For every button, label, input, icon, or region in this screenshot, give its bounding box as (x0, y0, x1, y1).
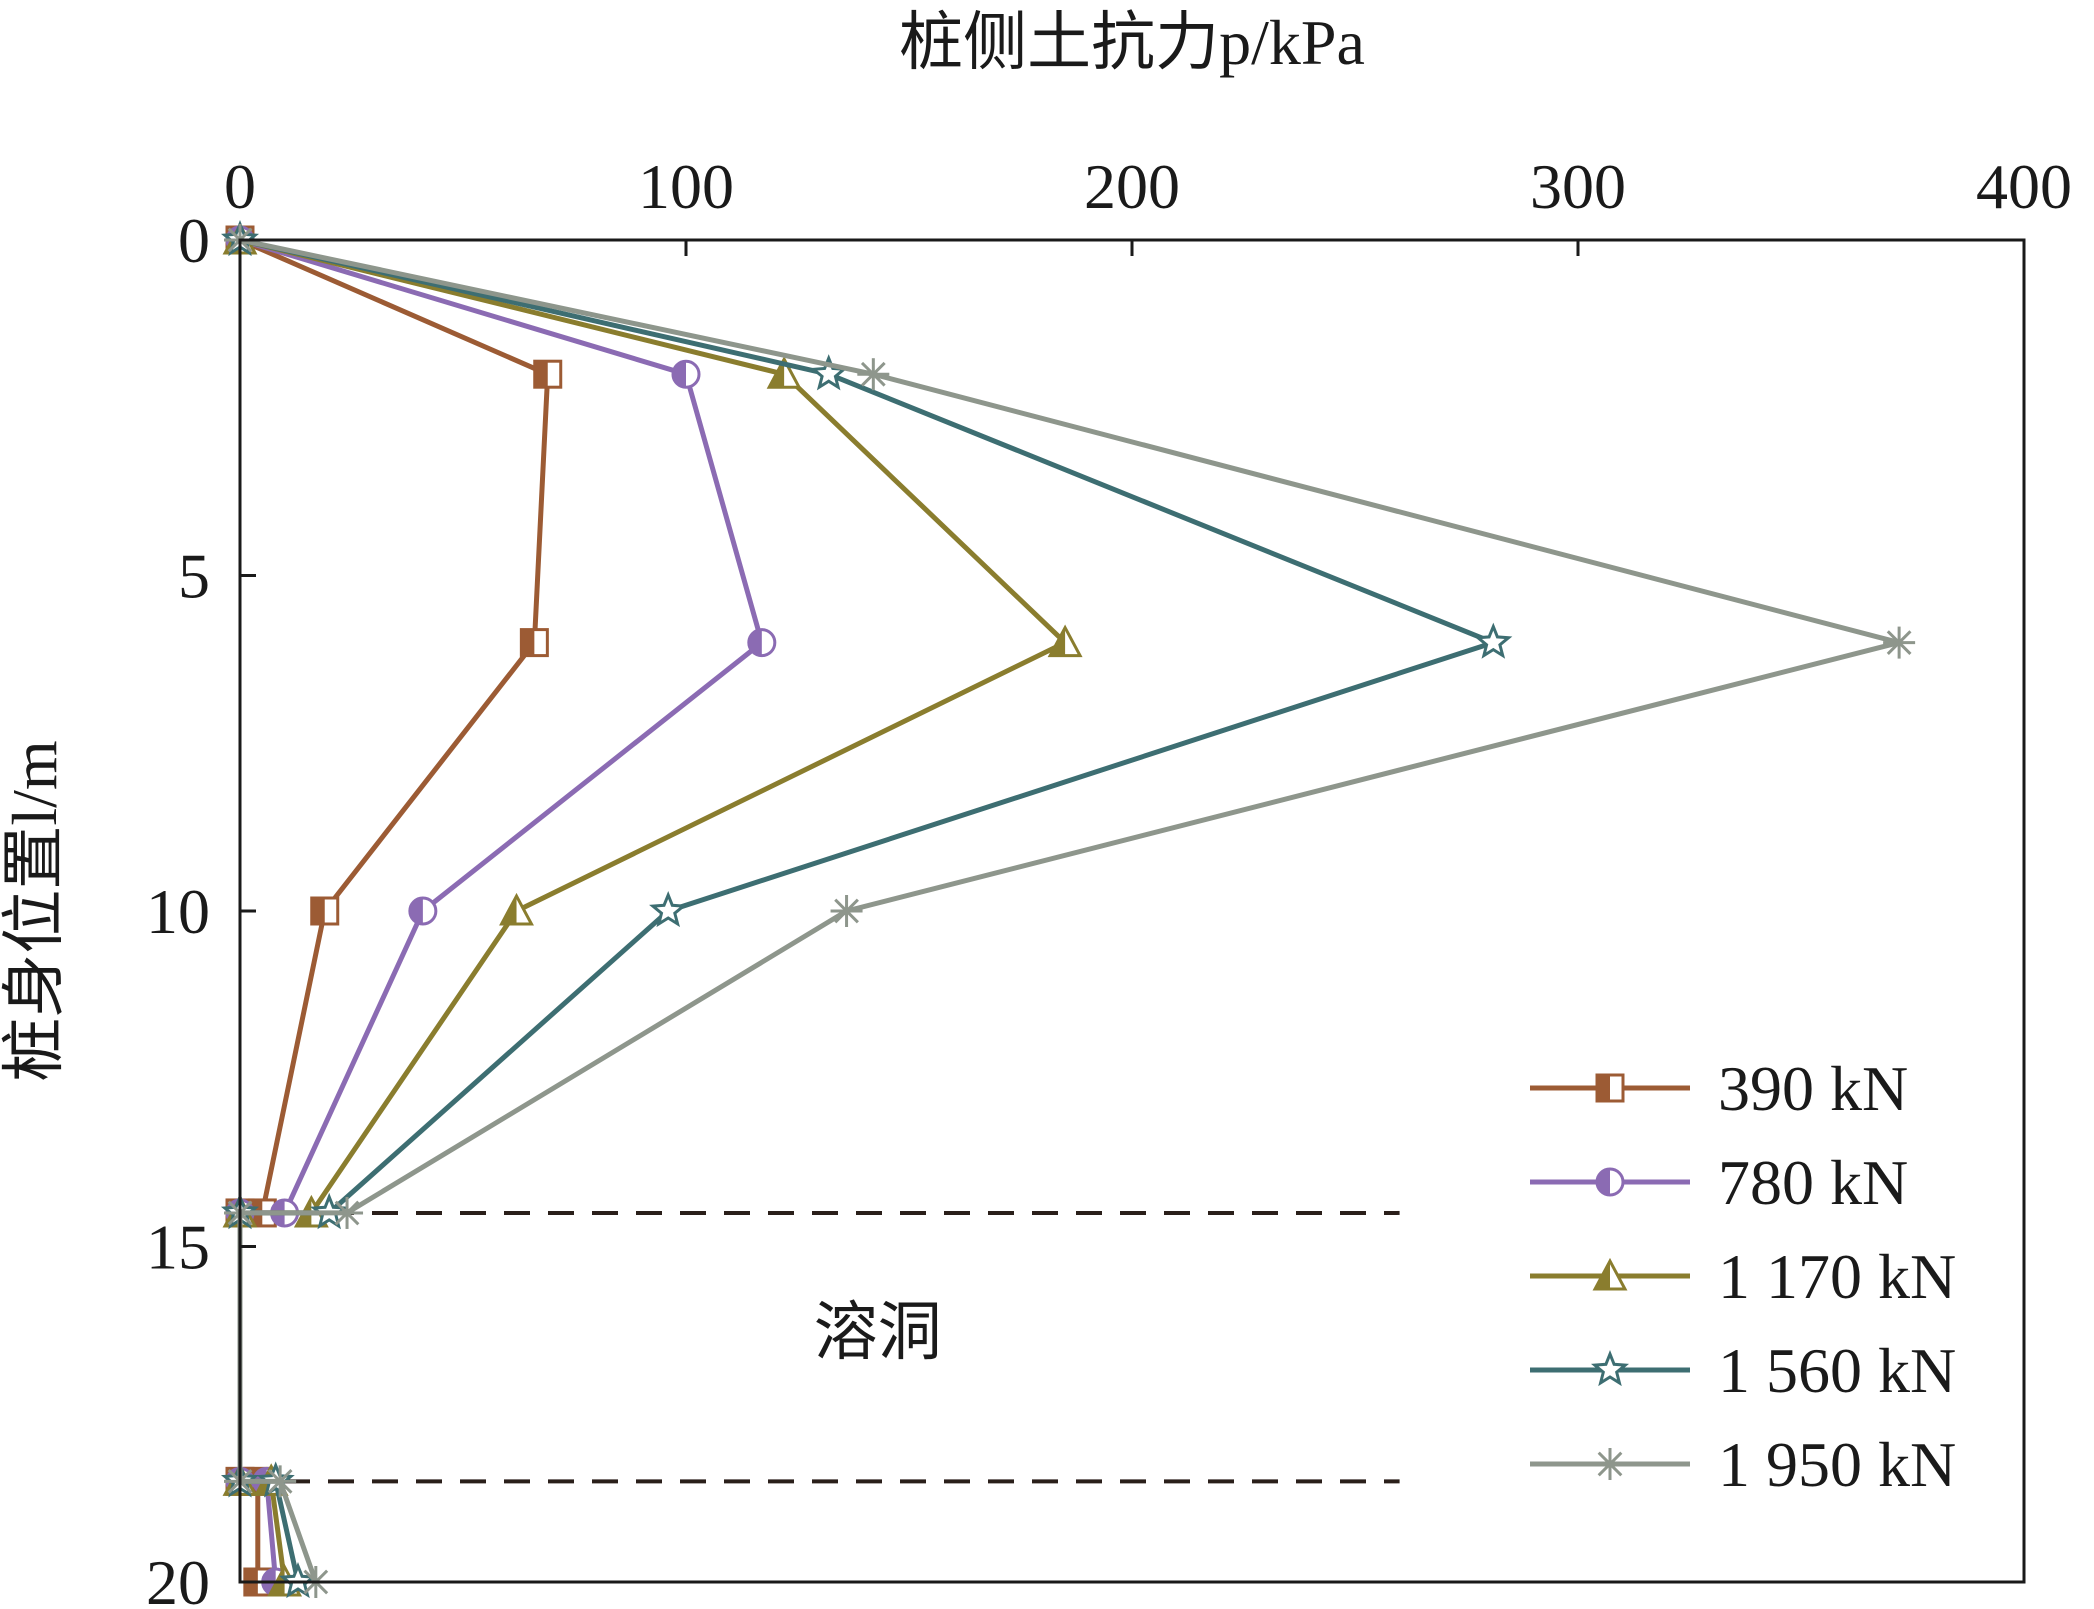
data-point (1883, 626, 1916, 659)
data-point (499, 892, 534, 926)
x-tick-label: 300 (1530, 151, 1626, 222)
data-point (310, 896, 340, 926)
data-point (1474, 622, 1513, 659)
data-point (671, 359, 701, 389)
data-point (264, 1465, 297, 1498)
x-tick-label: 200 (1084, 151, 1180, 222)
data-point (1047, 624, 1083, 658)
legend-item: 1 170 kN (1530, 1241, 1956, 1312)
data-point (1594, 1448, 1626, 1480)
data-point (1592, 1257, 1628, 1291)
data-point (533, 359, 563, 389)
data-point (747, 628, 777, 658)
series-line (224, 224, 1916, 1598)
legend-item: 780 kN (1530, 1147, 1908, 1218)
data-point (519, 628, 549, 658)
data-point (1595, 1073, 1625, 1103)
y-tick-label: 15 (146, 1212, 210, 1283)
legend-label: 780 kN (1718, 1147, 1908, 1218)
data-point (830, 895, 863, 927)
y-tick-label: 10 (146, 876, 210, 947)
cave-annotation: 溶洞 (814, 1297, 942, 1368)
x-tick-label: 400 (1976, 151, 2072, 222)
axes-layer: 0 100 200 300 400 0 5 10 15 20 (146, 151, 2072, 1609)
y-tick-label: 20 (146, 1547, 210, 1609)
legend-item: 1 560 kN (1530, 1335, 1956, 1406)
data-point (331, 1196, 364, 1229)
series-path (237, 237, 1068, 1583)
y-tick-label: 5 (178, 541, 210, 612)
data-point (1590, 1349, 1630, 1387)
x-tick-label: 100 (638, 151, 734, 222)
legend-item: 390 kN (1530, 1053, 1908, 1124)
series-path (237, 237, 1902, 1583)
series-line (222, 221, 1083, 1597)
data-point (766, 356, 802, 389)
data-point (857, 358, 890, 391)
legend-label: 390 kN (1718, 1053, 1908, 1124)
legend-label: 1 170 kN (1718, 1241, 1956, 1312)
data-point (408, 896, 438, 926)
reference-lines (240, 1210, 1400, 1484)
data-point (649, 890, 688, 928)
x-tick-label: 0 (224, 151, 256, 222)
legend-item: 1 950 kN (1530, 1429, 1956, 1500)
x-axis-title: 桩侧土抗力p/kPa (899, 7, 1365, 78)
y-axis-title: 桩身位置l/m (0, 740, 70, 1081)
data-point (1595, 1167, 1625, 1197)
series-path (237, 237, 551, 1582)
legend-label: 1 560 kN (1718, 1335, 1956, 1406)
series-layer (220, 219, 1916, 1599)
legend: 390 kN 780 kN 1 170 kN 1 560 kN 1 950 kN (1530, 1053, 1956, 1500)
legend-label: 1 950 kN (1718, 1429, 1956, 1500)
series-line (225, 225, 777, 1597)
y-tick-label: 0 (178, 205, 210, 276)
